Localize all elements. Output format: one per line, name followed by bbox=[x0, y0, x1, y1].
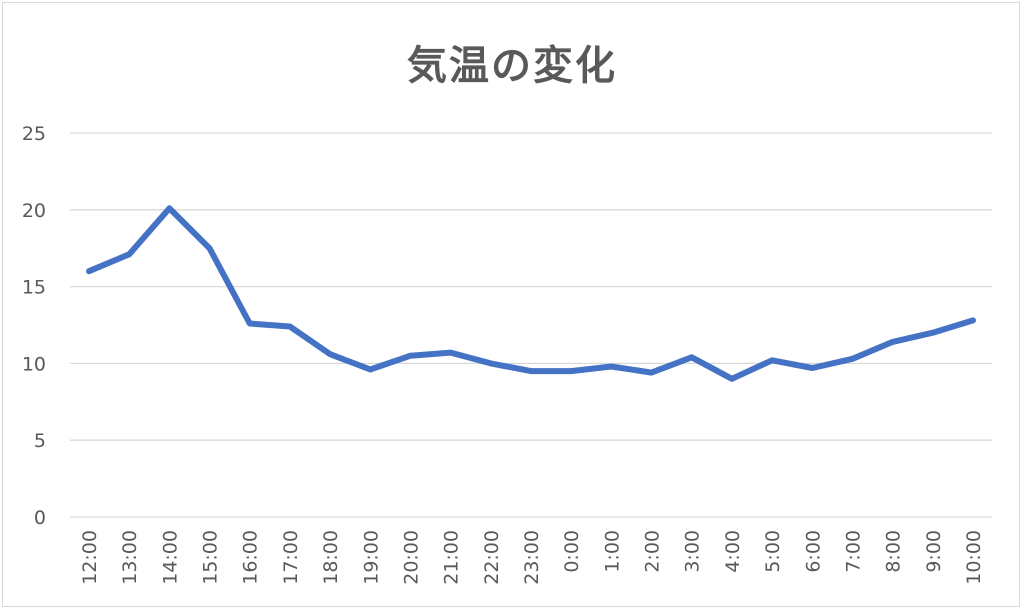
y-axis-tick-labels: 0 5 10 15 20 25 bbox=[22, 123, 46, 529]
gridlines bbox=[70, 132, 992, 518]
y-tick-label: 25 bbox=[22, 123, 46, 145]
series-line-0 bbox=[86, 205, 976, 382]
x-tick-label: 6:00 bbox=[802, 530, 824, 573]
x-tick-label: 4:00 bbox=[722, 530, 744, 573]
series-layer bbox=[86, 205, 976, 382]
x-tick-label: 7:00 bbox=[842, 530, 864, 573]
y-tick-label: 0 bbox=[34, 507, 46, 529]
x-tick-label: 21:00 bbox=[441, 530, 463, 585]
x-axis-tick-labels: 12:00 13:00 14:00 15:00 16:00 17:00 18:00 19:00… bbox=[79, 530, 985, 585]
x-tick-label: 15:00 bbox=[200, 530, 222, 585]
x-tick-label: 14:00 bbox=[159, 530, 181, 585]
x-tick-label: 18:00 bbox=[320, 530, 342, 585]
x-tick-label: 9:00 bbox=[923, 530, 945, 573]
x-tick-label: 1:00 bbox=[601, 530, 623, 573]
x-tick-label: 16:00 bbox=[240, 530, 262, 585]
y-tick-label: 10 bbox=[22, 353, 46, 375]
x-tick-label: 22:00 bbox=[481, 530, 503, 585]
x-tick-label: 8:00 bbox=[883, 530, 905, 573]
chart-title: 気温の変化 bbox=[407, 43, 617, 89]
y-tick-label: 5 bbox=[34, 430, 46, 452]
x-tick-label: 12:00 bbox=[79, 530, 101, 585]
x-tick-label: 5:00 bbox=[762, 530, 784, 573]
x-tick-label: 17:00 bbox=[280, 530, 302, 585]
x-tick-label: 0:00 bbox=[561, 530, 583, 573]
x-tick-label: 10:00 bbox=[963, 530, 985, 585]
y-tick-label: 20 bbox=[22, 200, 46, 222]
x-tick-label: 19:00 bbox=[360, 530, 382, 585]
y-tick-label: 15 bbox=[22, 277, 46, 299]
x-tick-label: 23:00 bbox=[521, 530, 543, 585]
x-tick-label: 2:00 bbox=[642, 530, 664, 573]
x-tick-label: 13:00 bbox=[119, 530, 141, 585]
x-tick-label: 3:00 bbox=[682, 530, 704, 573]
x-tick-label: 20:00 bbox=[400, 530, 422, 585]
